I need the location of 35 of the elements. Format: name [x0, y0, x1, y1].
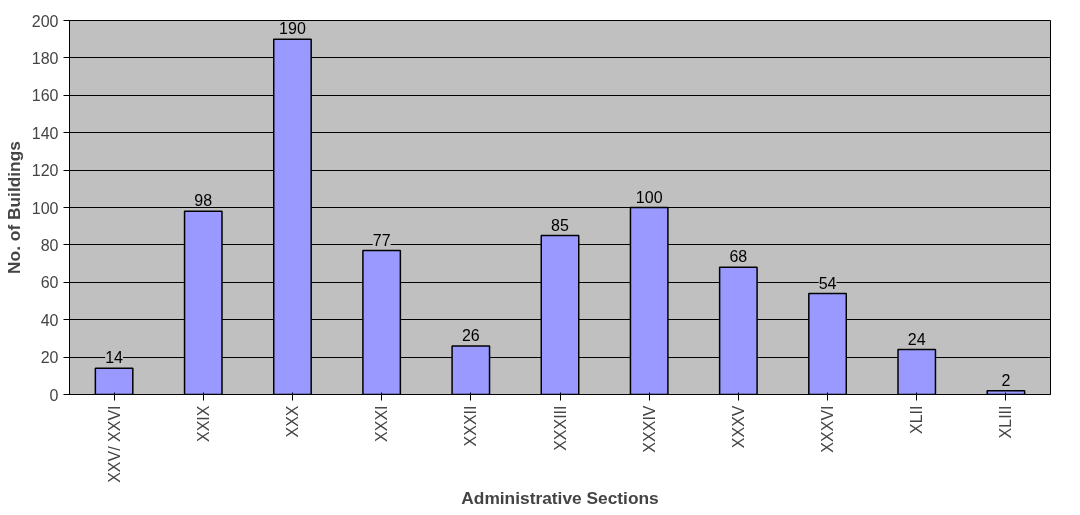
y-tick-label: 80: [40, 236, 59, 254]
data-label: 100: [635, 188, 663, 206]
y-tick-label: 140: [31, 124, 59, 142]
x-tick-label: XXXI: [373, 405, 391, 442]
data-label: 68: [729, 248, 748, 266]
data-label: 98: [194, 192, 213, 210]
x-tick-label: XXV/ XXVI: [105, 405, 123, 483]
data-label: 24: [907, 330, 926, 348]
y-tick-label: 100: [31, 199, 59, 217]
x-tick-label: XLII: [908, 405, 926, 434]
y-tick-label: 0: [49, 386, 59, 404]
y-tick-label: 20: [40, 349, 59, 367]
data-label: 14: [105, 349, 124, 367]
data-label: 190: [279, 20, 306, 38]
y-tick-label: 60: [40, 274, 59, 292]
x-axis-title: Administrative Sections: [461, 487, 659, 508]
y-tick-label: 160: [31, 87, 59, 105]
data-label: 26: [461, 326, 480, 344]
x-tick-label: XXXIII: [551, 405, 569, 451]
data-label: 2: [1001, 371, 1011, 389]
y-tick-label: 40: [40, 311, 59, 329]
y-tick-label: 180: [31, 49, 59, 67]
data-label: 54: [818, 274, 837, 292]
y-axis-title: No. of Buildings: [3, 141, 24, 274]
x-tick-label: XLIII: [997, 405, 1015, 439]
x-tick-label: XXXV: [729, 405, 747, 449]
y-tick-label: 120: [31, 162, 59, 180]
data-label: 77: [372, 231, 391, 249]
x-tick-label: XXX: [283, 405, 301, 438]
x-tick-label: XXXIV: [640, 405, 658, 453]
y-tick-label: 200: [31, 12, 59, 30]
x-tick-label: XXXVI: [819, 405, 837, 453]
x-tick-label: XXIX: [194, 405, 212, 442]
x-tick-label: XXXII: [462, 405, 480, 447]
data-label: 85: [551, 216, 569, 234]
